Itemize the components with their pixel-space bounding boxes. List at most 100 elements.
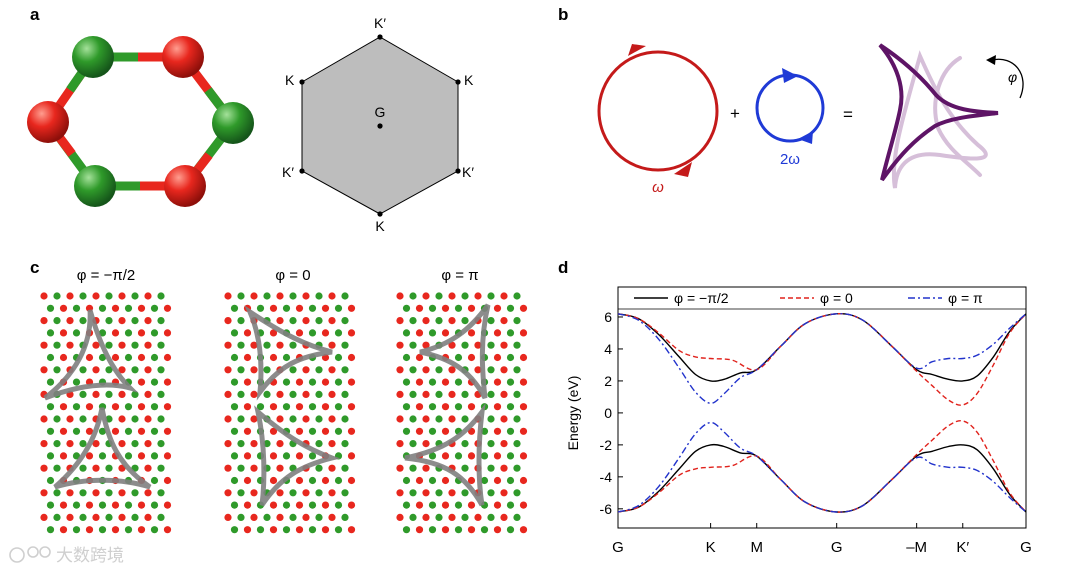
red-lattice-dot xyxy=(66,317,74,325)
red-lattice-dot xyxy=(347,526,356,534)
red-lattice-dot xyxy=(92,440,100,448)
green-lattice-dot xyxy=(308,427,317,435)
red-lattice-dot xyxy=(163,353,172,362)
red-lattice-dot xyxy=(422,513,430,522)
red-lattice-dot xyxy=(448,390,456,398)
series-line-1-upper xyxy=(618,312,1026,406)
green-lattice-dot xyxy=(428,427,437,435)
green-lattice-dot xyxy=(263,390,271,398)
red-lattice-dot xyxy=(59,304,68,312)
red-lattice-dot xyxy=(302,489,310,497)
red-lattice-dot xyxy=(59,501,68,509)
green-lattice-dot xyxy=(282,304,291,312)
green-lattice-dot xyxy=(230,403,239,411)
red-lattice-dot xyxy=(144,513,152,522)
red-lattice-dot xyxy=(92,366,100,374)
y-tick-label: -6 xyxy=(600,501,613,517)
green-lattice-dot xyxy=(256,526,265,534)
green-lattice-dot xyxy=(98,427,107,435)
red-lattice-dot xyxy=(347,452,356,460)
green-lattice-dot xyxy=(341,440,349,448)
green-lattice-dot xyxy=(150,501,159,509)
arrow-icon xyxy=(986,55,996,65)
red-lattice-dot xyxy=(519,476,528,485)
green-lattice-dot xyxy=(454,526,463,534)
green-lattice-dot xyxy=(157,489,165,497)
red-lattice-dot xyxy=(59,526,68,534)
red-lattice-dot xyxy=(422,341,430,349)
red-lattice-dot xyxy=(415,476,424,485)
red-lattice-dot xyxy=(467,452,476,460)
green-lattice-dot xyxy=(334,476,343,485)
green-lattice-dot xyxy=(230,304,239,312)
green-lattice-dot xyxy=(256,403,265,411)
red-lattice-dot xyxy=(493,452,502,460)
red-atom xyxy=(164,165,206,207)
subplot-title: φ = −π/2 xyxy=(77,267,135,284)
green-lattice-dot xyxy=(315,366,323,374)
green-lattice-dot xyxy=(230,452,239,460)
green-lattice-dot xyxy=(334,526,343,534)
green-lattice-dot xyxy=(79,464,87,472)
green-lattice-dot xyxy=(157,513,165,522)
green-lattice-dot xyxy=(334,403,343,411)
green-lattice-dot xyxy=(435,513,443,522)
green-lattice-dot xyxy=(124,304,133,312)
green-lattice-dot xyxy=(435,292,443,300)
green-lattice-dot xyxy=(53,341,61,349)
red-lattice-dot xyxy=(144,415,152,423)
red-lattice-dot xyxy=(441,501,450,509)
green-lattice-dot xyxy=(454,353,463,362)
green-lattice-dot xyxy=(157,464,165,472)
panel-d-letter: d xyxy=(558,258,568,277)
trajectory xyxy=(254,405,341,507)
green-lattice-dot xyxy=(341,415,349,423)
trajectory xyxy=(404,402,486,507)
green-lattice-dot xyxy=(435,415,443,423)
green-lattice-dot xyxy=(46,501,55,509)
vertex-label: K′ xyxy=(374,15,386,31)
red-lattice-dot xyxy=(467,476,476,485)
green-lattice-dot xyxy=(334,329,343,337)
red-lattice-dot xyxy=(137,353,146,362)
red-lattice-dot xyxy=(448,513,456,522)
green-lattice-dot xyxy=(237,341,245,349)
green-lattice-dot xyxy=(487,464,495,472)
green-lattice-dot xyxy=(461,489,469,497)
band-lines xyxy=(618,312,1026,513)
red-lattice-dot xyxy=(396,489,404,497)
red-lattice-dot xyxy=(493,378,502,386)
green-lattice-dot xyxy=(230,378,239,386)
red-lattice-dot xyxy=(302,292,310,300)
red-lattice-dot xyxy=(441,476,450,485)
vertex-dot xyxy=(299,79,305,85)
red-lattice-dot xyxy=(137,378,146,386)
red-lattice-dot xyxy=(347,501,356,509)
green-lattice-dot xyxy=(308,304,317,312)
red-lattice-dot xyxy=(224,513,232,522)
red-lattice-dot xyxy=(321,501,330,509)
x-tick-label: K xyxy=(706,539,716,556)
green-lattice-dot xyxy=(334,378,343,386)
green-lattice-dot xyxy=(53,292,61,300)
vertex-label: K xyxy=(285,72,295,88)
red-lattice-dot xyxy=(422,415,430,423)
green-lattice-dot xyxy=(124,501,133,509)
red-lattice-dot xyxy=(396,317,404,325)
watermark-logo-icon xyxy=(39,546,51,558)
red-lattice-dot xyxy=(224,366,232,374)
red-lattice-dot xyxy=(422,317,430,325)
green-lattice-dot xyxy=(402,329,411,337)
red-lattice-dot xyxy=(85,452,94,460)
red-lattice-dot xyxy=(493,353,502,362)
panel-c: c φ = −π/2 φ = 0 φ = π xyxy=(30,258,528,534)
x-axis: G K M G –M K′ G xyxy=(612,523,1032,556)
red-lattice-dot xyxy=(441,378,450,386)
red-lattice-dot xyxy=(448,415,456,423)
green-lattice-dot xyxy=(72,526,81,534)
red-lattice-dot xyxy=(40,464,48,472)
two-omega-circle xyxy=(755,68,825,144)
green-lattice-dot xyxy=(461,341,469,349)
red-lattice-dot xyxy=(302,317,310,325)
red-lattice-dot xyxy=(250,513,258,522)
